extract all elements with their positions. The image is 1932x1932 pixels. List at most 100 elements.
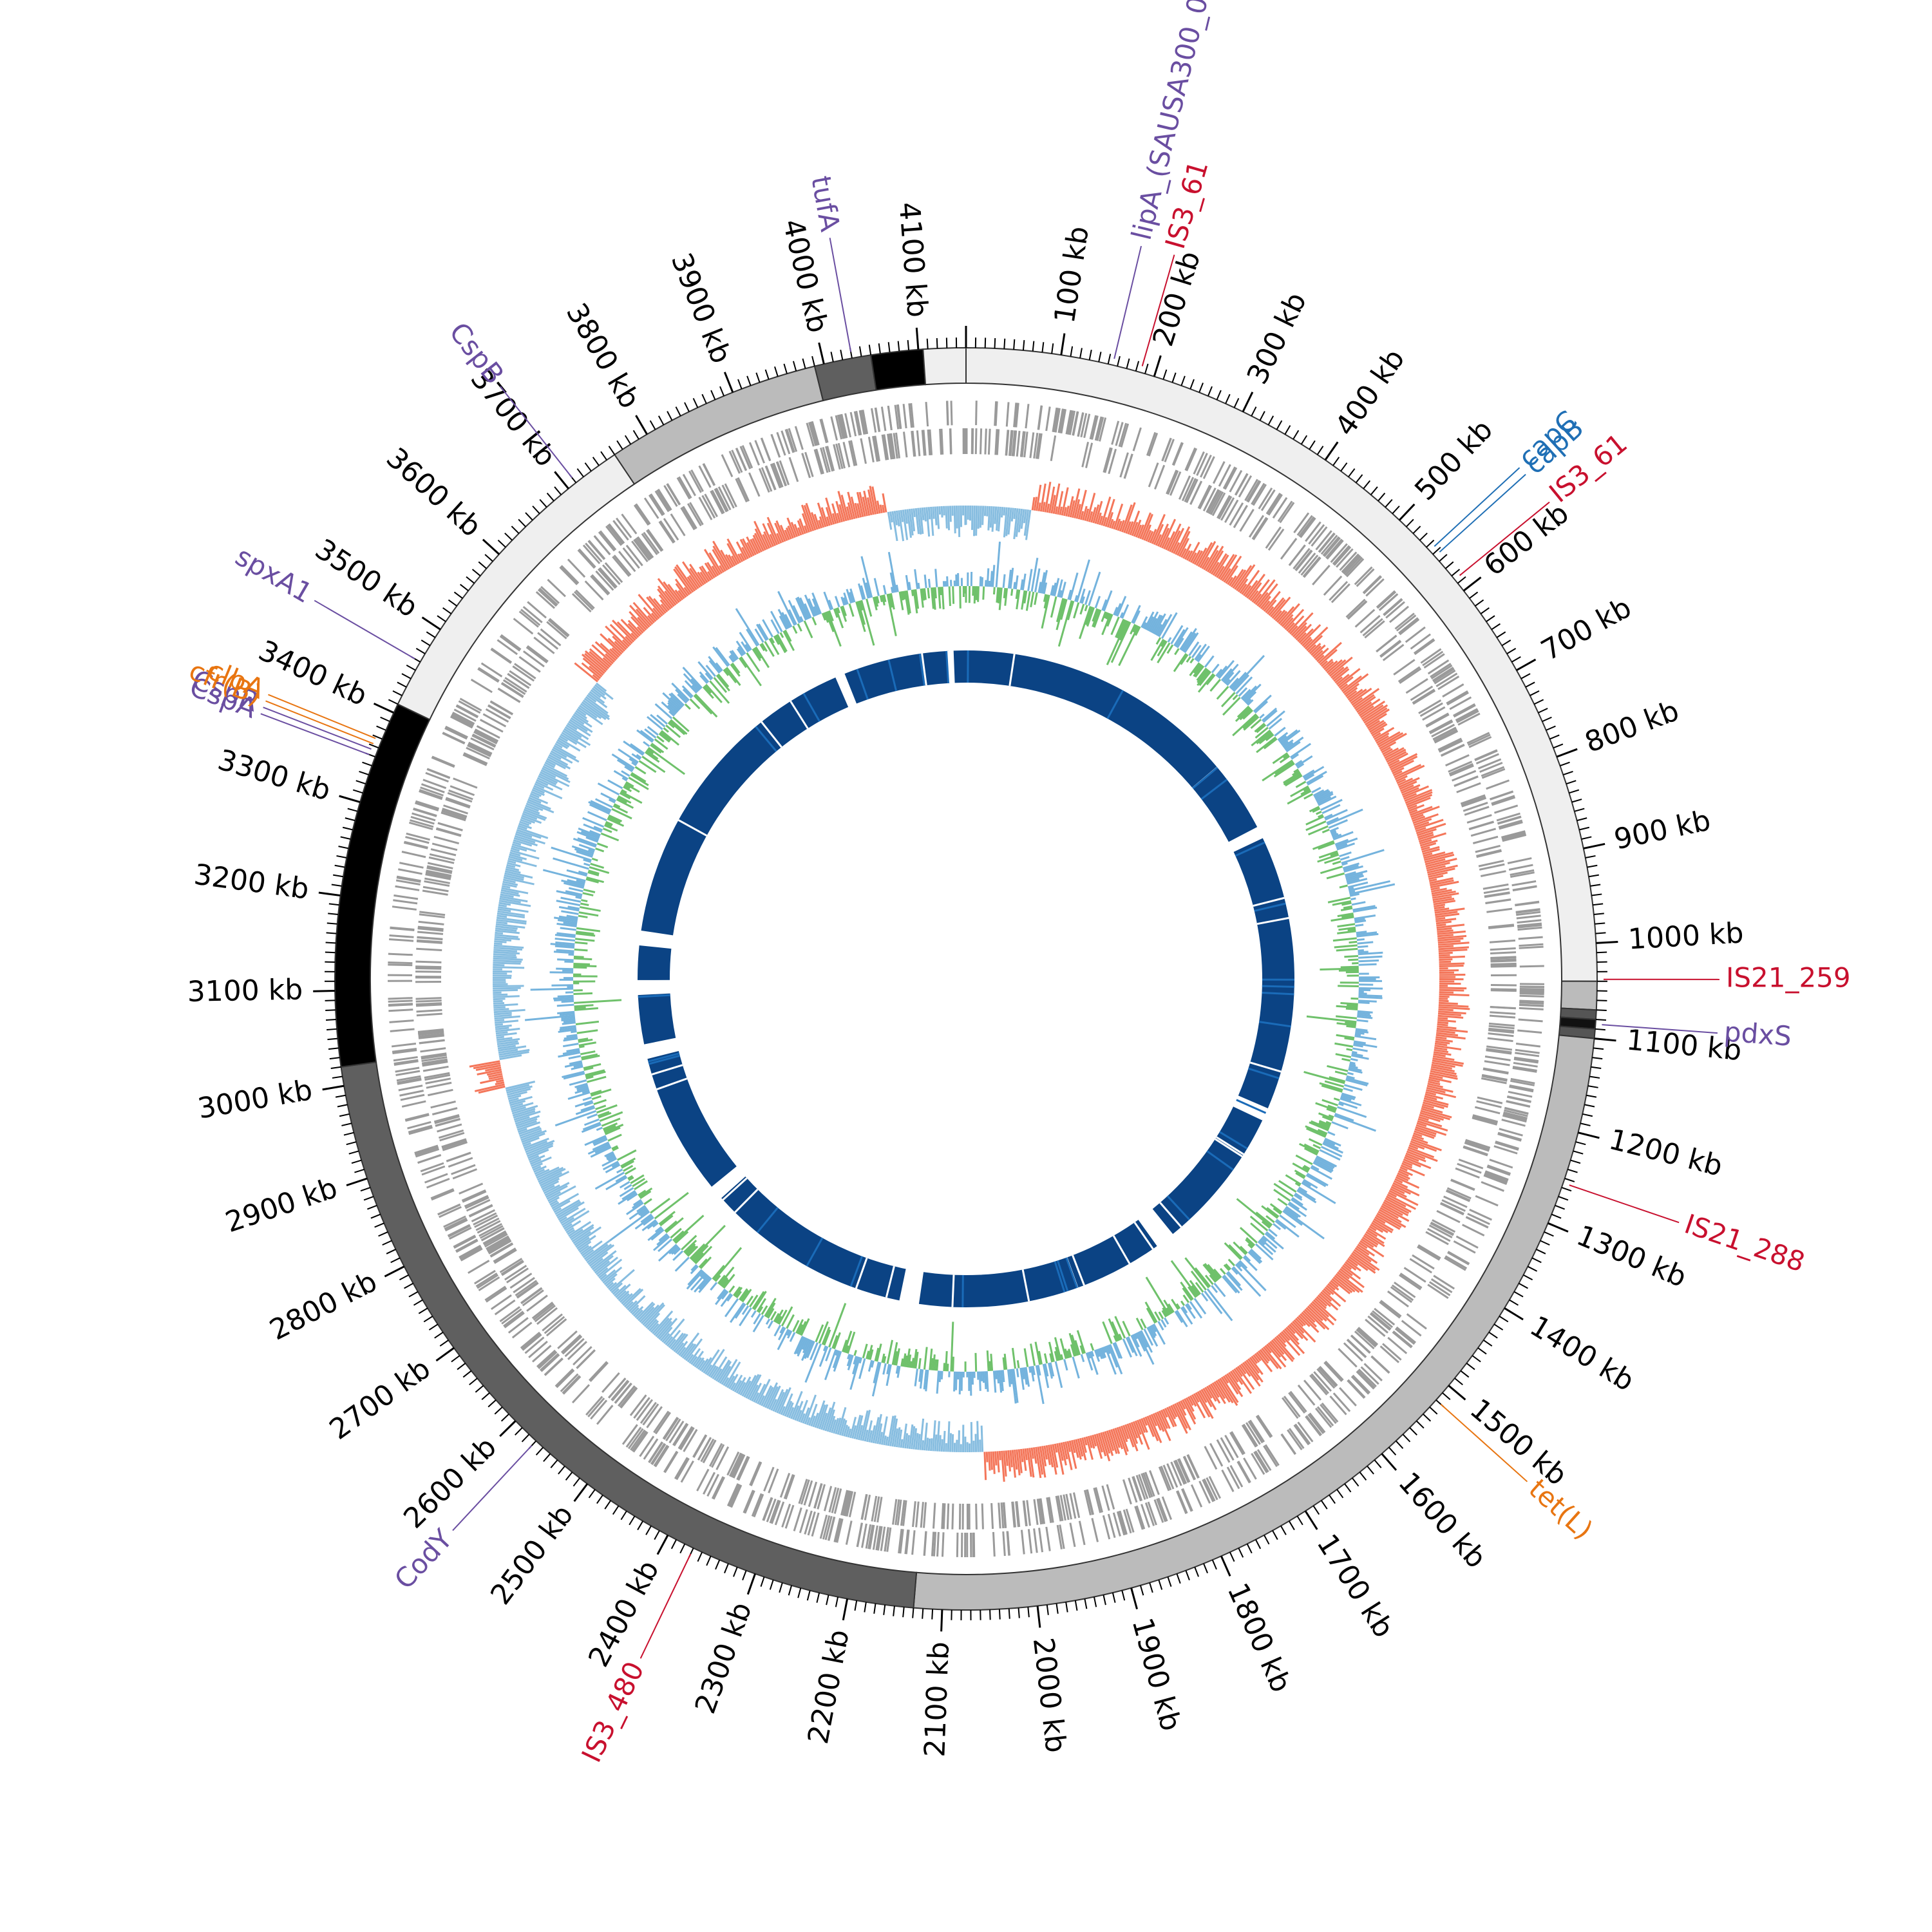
skew-bar <box>1128 1423 1139 1444</box>
gc-bar <box>920 588 924 608</box>
gc-bar <box>626 1202 644 1215</box>
cds-feature <box>776 461 788 486</box>
gc-bar <box>568 953 574 956</box>
skew-bar <box>675 583 687 598</box>
cds-feature <box>400 1094 425 1101</box>
cds-feature <box>389 934 414 938</box>
gc-bar <box>1087 1352 1092 1359</box>
cds-feature <box>1025 404 1030 429</box>
skew-bar <box>1402 1160 1413 1167</box>
skew-bar <box>668 1338 677 1349</box>
cds-feature <box>1013 402 1018 428</box>
cds-feature <box>1376 634 1397 652</box>
skew-bar <box>1195 1392 1211 1418</box>
cds-feature <box>1358 1327 1379 1346</box>
cds-feature <box>975 401 978 426</box>
minor-tick <box>1582 1113 1593 1117</box>
inner-block-mark <box>1262 992 1294 996</box>
skew-bar <box>784 1401 793 1417</box>
cds-feature <box>418 1030 444 1035</box>
cds-feature <box>1510 869 1535 876</box>
gene-label: IS3_480 <box>575 1656 650 1767</box>
skew-bar <box>1421 846 1440 853</box>
gc-bar <box>874 1347 880 1361</box>
gc-bar <box>630 743 645 755</box>
cds-feature <box>1519 1007 1544 1010</box>
cds-feature <box>822 1515 831 1540</box>
skew-bar <box>600 633 623 655</box>
gc-bar <box>690 1273 707 1291</box>
cds-feature <box>445 798 471 809</box>
skew-bar <box>1410 806 1433 816</box>
cds-feature <box>428 856 455 864</box>
skew-bar <box>495 1027 520 1033</box>
gc-bar <box>625 781 634 788</box>
skew-bar <box>1317 1294 1331 1307</box>
gc-bar <box>576 927 601 933</box>
cds-feature <box>824 1515 833 1540</box>
gc-bar <box>1173 629 1186 647</box>
cds-feature <box>1089 415 1097 440</box>
gc-bar <box>1158 1311 1164 1320</box>
gc-bar <box>1353 1040 1366 1045</box>
gc-bar <box>1265 734 1274 741</box>
cds-feature <box>415 997 442 1000</box>
minor-tick <box>360 1186 371 1192</box>
skew-bar <box>1072 488 1081 518</box>
cds-feature <box>393 899 418 905</box>
inner-block-mark <box>1206 1150 1234 1171</box>
skew-bar <box>1236 1365 1255 1390</box>
gc-bar <box>616 798 634 809</box>
gc-bar <box>1019 1367 1025 1390</box>
gc-bar <box>1072 1356 1080 1379</box>
gc-bar <box>647 748 654 755</box>
minor-tick <box>1586 1094 1597 1098</box>
tick-label: 1900 kb <box>1126 1615 1188 1734</box>
minor-tick <box>380 716 390 723</box>
skew-bar <box>706 1349 725 1376</box>
skew-bar <box>1388 759 1400 767</box>
gc-bar <box>1306 1015 1357 1023</box>
minor-tick <box>1454 1378 1463 1385</box>
gc-bar <box>1343 905 1352 909</box>
gc-bar <box>1244 691 1257 703</box>
gc-bar <box>561 1018 576 1021</box>
inner-block-mark <box>761 721 782 748</box>
skew-bar <box>497 910 526 916</box>
skew-bar <box>694 1357 702 1368</box>
gc-bar <box>608 814 623 822</box>
skew-bar <box>1113 503 1124 530</box>
gc-bar <box>735 608 760 646</box>
skew-bar <box>1251 1356 1258 1364</box>
minor-tick <box>1406 518 1414 527</box>
cds-feature <box>750 1461 762 1486</box>
skew-bar <box>581 701 607 721</box>
skew-bar <box>1408 804 1425 812</box>
skew-bar <box>1410 806 1440 819</box>
minor-tick <box>1567 1168 1578 1173</box>
skew-bar <box>667 583 682 602</box>
minor-tick <box>1426 540 1435 548</box>
skew-bar <box>609 1269 635 1292</box>
skew-bar <box>1132 1421 1144 1445</box>
skew-bar <box>759 1395 765 1406</box>
gc-bar <box>1135 1317 1144 1331</box>
gc-bar <box>886 1363 891 1374</box>
inner-block-mark <box>855 1257 868 1289</box>
minor-tick <box>1551 1213 1562 1219</box>
cds-feature <box>1472 835 1499 844</box>
skew-bar <box>564 726 582 739</box>
skew-bar <box>1354 694 1375 710</box>
skew-bar <box>542 1184 555 1193</box>
skew-bar <box>499 895 528 903</box>
minor-tick <box>1229 1551 1235 1562</box>
skew-bar <box>621 1293 633 1305</box>
cds-feature <box>1005 402 1010 427</box>
gc-bar <box>1054 1347 1060 1361</box>
skew-bar <box>1437 934 1467 940</box>
skew-bar <box>630 1304 639 1314</box>
gc-bar <box>1319 1082 1343 1092</box>
skew-bar <box>728 1374 739 1390</box>
gc-bar <box>1088 571 1101 607</box>
gc-bar <box>1105 612 1110 620</box>
